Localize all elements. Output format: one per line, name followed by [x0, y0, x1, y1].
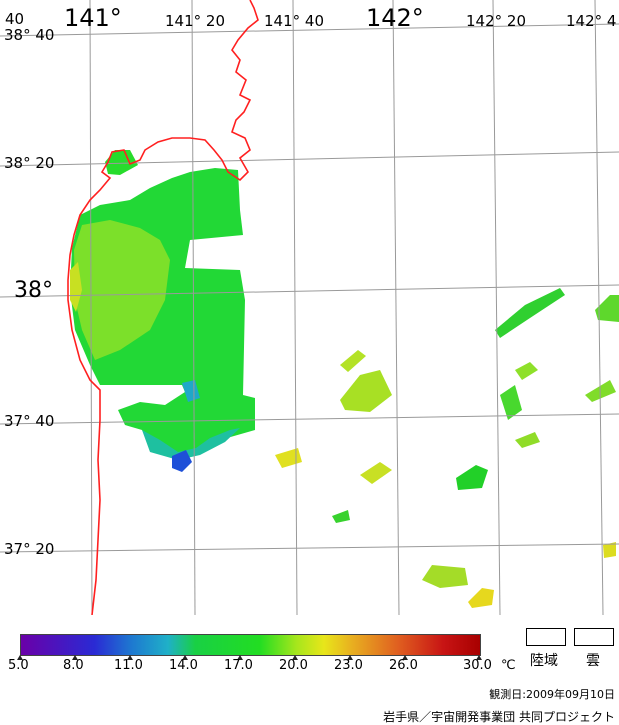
parallel-38-40	[0, 23, 619, 37]
colorbar-tickmark	[182, 655, 188, 660]
sst-patch-a	[340, 370, 392, 412]
colorbar-tickmark	[476, 655, 482, 660]
sst-patch-l	[422, 565, 468, 588]
colorbar-tickmark	[72, 655, 78, 660]
sst-map: 40 141° 141° 20 141° 40 142° 142° 20 142…	[0, 0, 619, 616]
lat-label-37-40: 37° 40	[4, 412, 55, 430]
temperature-colorbar	[20, 634, 481, 656]
colorbar-tick-label: 30.0	[463, 658, 492, 673]
meridian-141-20	[191, 0, 196, 616]
land-legend-swatch	[526, 628, 566, 646]
graticule	[0, 0, 619, 616]
lat-label-38-00: 38°	[14, 278, 53, 303]
lat-label-37-20: 37° 20	[4, 540, 55, 558]
sst-patch-f	[500, 385, 522, 420]
meridian-142-40	[594, 0, 604, 616]
sst-patch-d	[595, 295, 619, 322]
colorbar-tick-label: 17.0	[224, 658, 253, 673]
coastline	[67, 0, 259, 616]
sst-patch-k	[332, 510, 350, 523]
meridian-142-20	[492, 0, 501, 616]
colorbar-tickmark	[402, 655, 408, 660]
meridian-141-00	[89, 0, 93, 616]
colorbar-tickmark	[237, 655, 243, 660]
corner-lat-label: 40	[5, 10, 25, 28]
lat-label-38-40: 38° 40	[4, 26, 55, 44]
sst-patch-h	[275, 448, 302, 468]
sst-patch-i	[360, 462, 392, 484]
meridian-142-00	[392, 0, 400, 616]
colorbar-tickmark	[17, 655, 23, 660]
colorbar-tickmark	[347, 655, 353, 660]
cloud-legend-swatch	[574, 628, 614, 646]
colorbar-tick-label: 14.0	[169, 658, 198, 673]
colorbar-tick-label: 11.0	[114, 658, 143, 673]
observation-date: 観測日:2009年09月10日	[489, 688, 615, 701]
lon-label-142-00: 142°	[366, 4, 424, 32]
sst-patch-n	[603, 542, 616, 558]
lon-label-141-00: 141°	[64, 4, 122, 32]
parallel-38-00	[0, 284, 619, 298]
land-legend-label: 陸域	[530, 653, 558, 669]
sst-blue-patch	[172, 450, 192, 472]
lon-label-141-20: 141° 20	[165, 12, 225, 30]
sst-north-patch	[105, 150, 138, 175]
colorbar-tick-label: 26.0	[389, 658, 418, 673]
sst-patch-m	[468, 588, 494, 608]
sst-data-layer	[70, 150, 619, 608]
sst-cyan-patch	[142, 428, 240, 460]
sst-patch-e	[515, 362, 538, 380]
credit-line: 岩手県／宇宙開発事業団 共同プロジェクト	[383, 710, 615, 724]
colorbar-tick-label: 5.0	[8, 658, 29, 673]
colorbar-tickmark	[292, 655, 298, 660]
sst-patch-c	[495, 288, 565, 338]
cloud-legend-label: 雲	[586, 653, 600, 669]
meridian-141-40	[292, 0, 298, 616]
sst-yellowgreen-patch	[74, 220, 170, 360]
sst-patch-j	[456, 465, 488, 490]
lon-label-142-40: 142° 4	[566, 12, 617, 30]
sst-teal-patch	[182, 380, 200, 402]
parallel-37-20	[0, 543, 619, 553]
sst-patch-o	[515, 432, 540, 448]
colorbar-tick-label: 8.0	[63, 658, 84, 673]
lon-label-142-20: 142° 20	[466, 12, 526, 30]
sst-patch-b	[340, 350, 366, 372]
colorbar-tickmark	[127, 655, 133, 660]
parallel-38-20	[0, 151, 619, 167]
sst-yellow-coast	[70, 262, 82, 312]
parallel-37-40	[0, 413, 619, 425]
map-canvas	[0, 0, 619, 616]
colorbar-unit: ℃	[501, 658, 516, 673]
colorbar-tick-label: 23.0	[334, 658, 363, 673]
colorbar-tick-label: 20.0	[279, 658, 308, 673]
lat-label-38-20: 38° 20	[4, 154, 55, 172]
lon-label-141-40: 141° 40	[264, 12, 324, 30]
